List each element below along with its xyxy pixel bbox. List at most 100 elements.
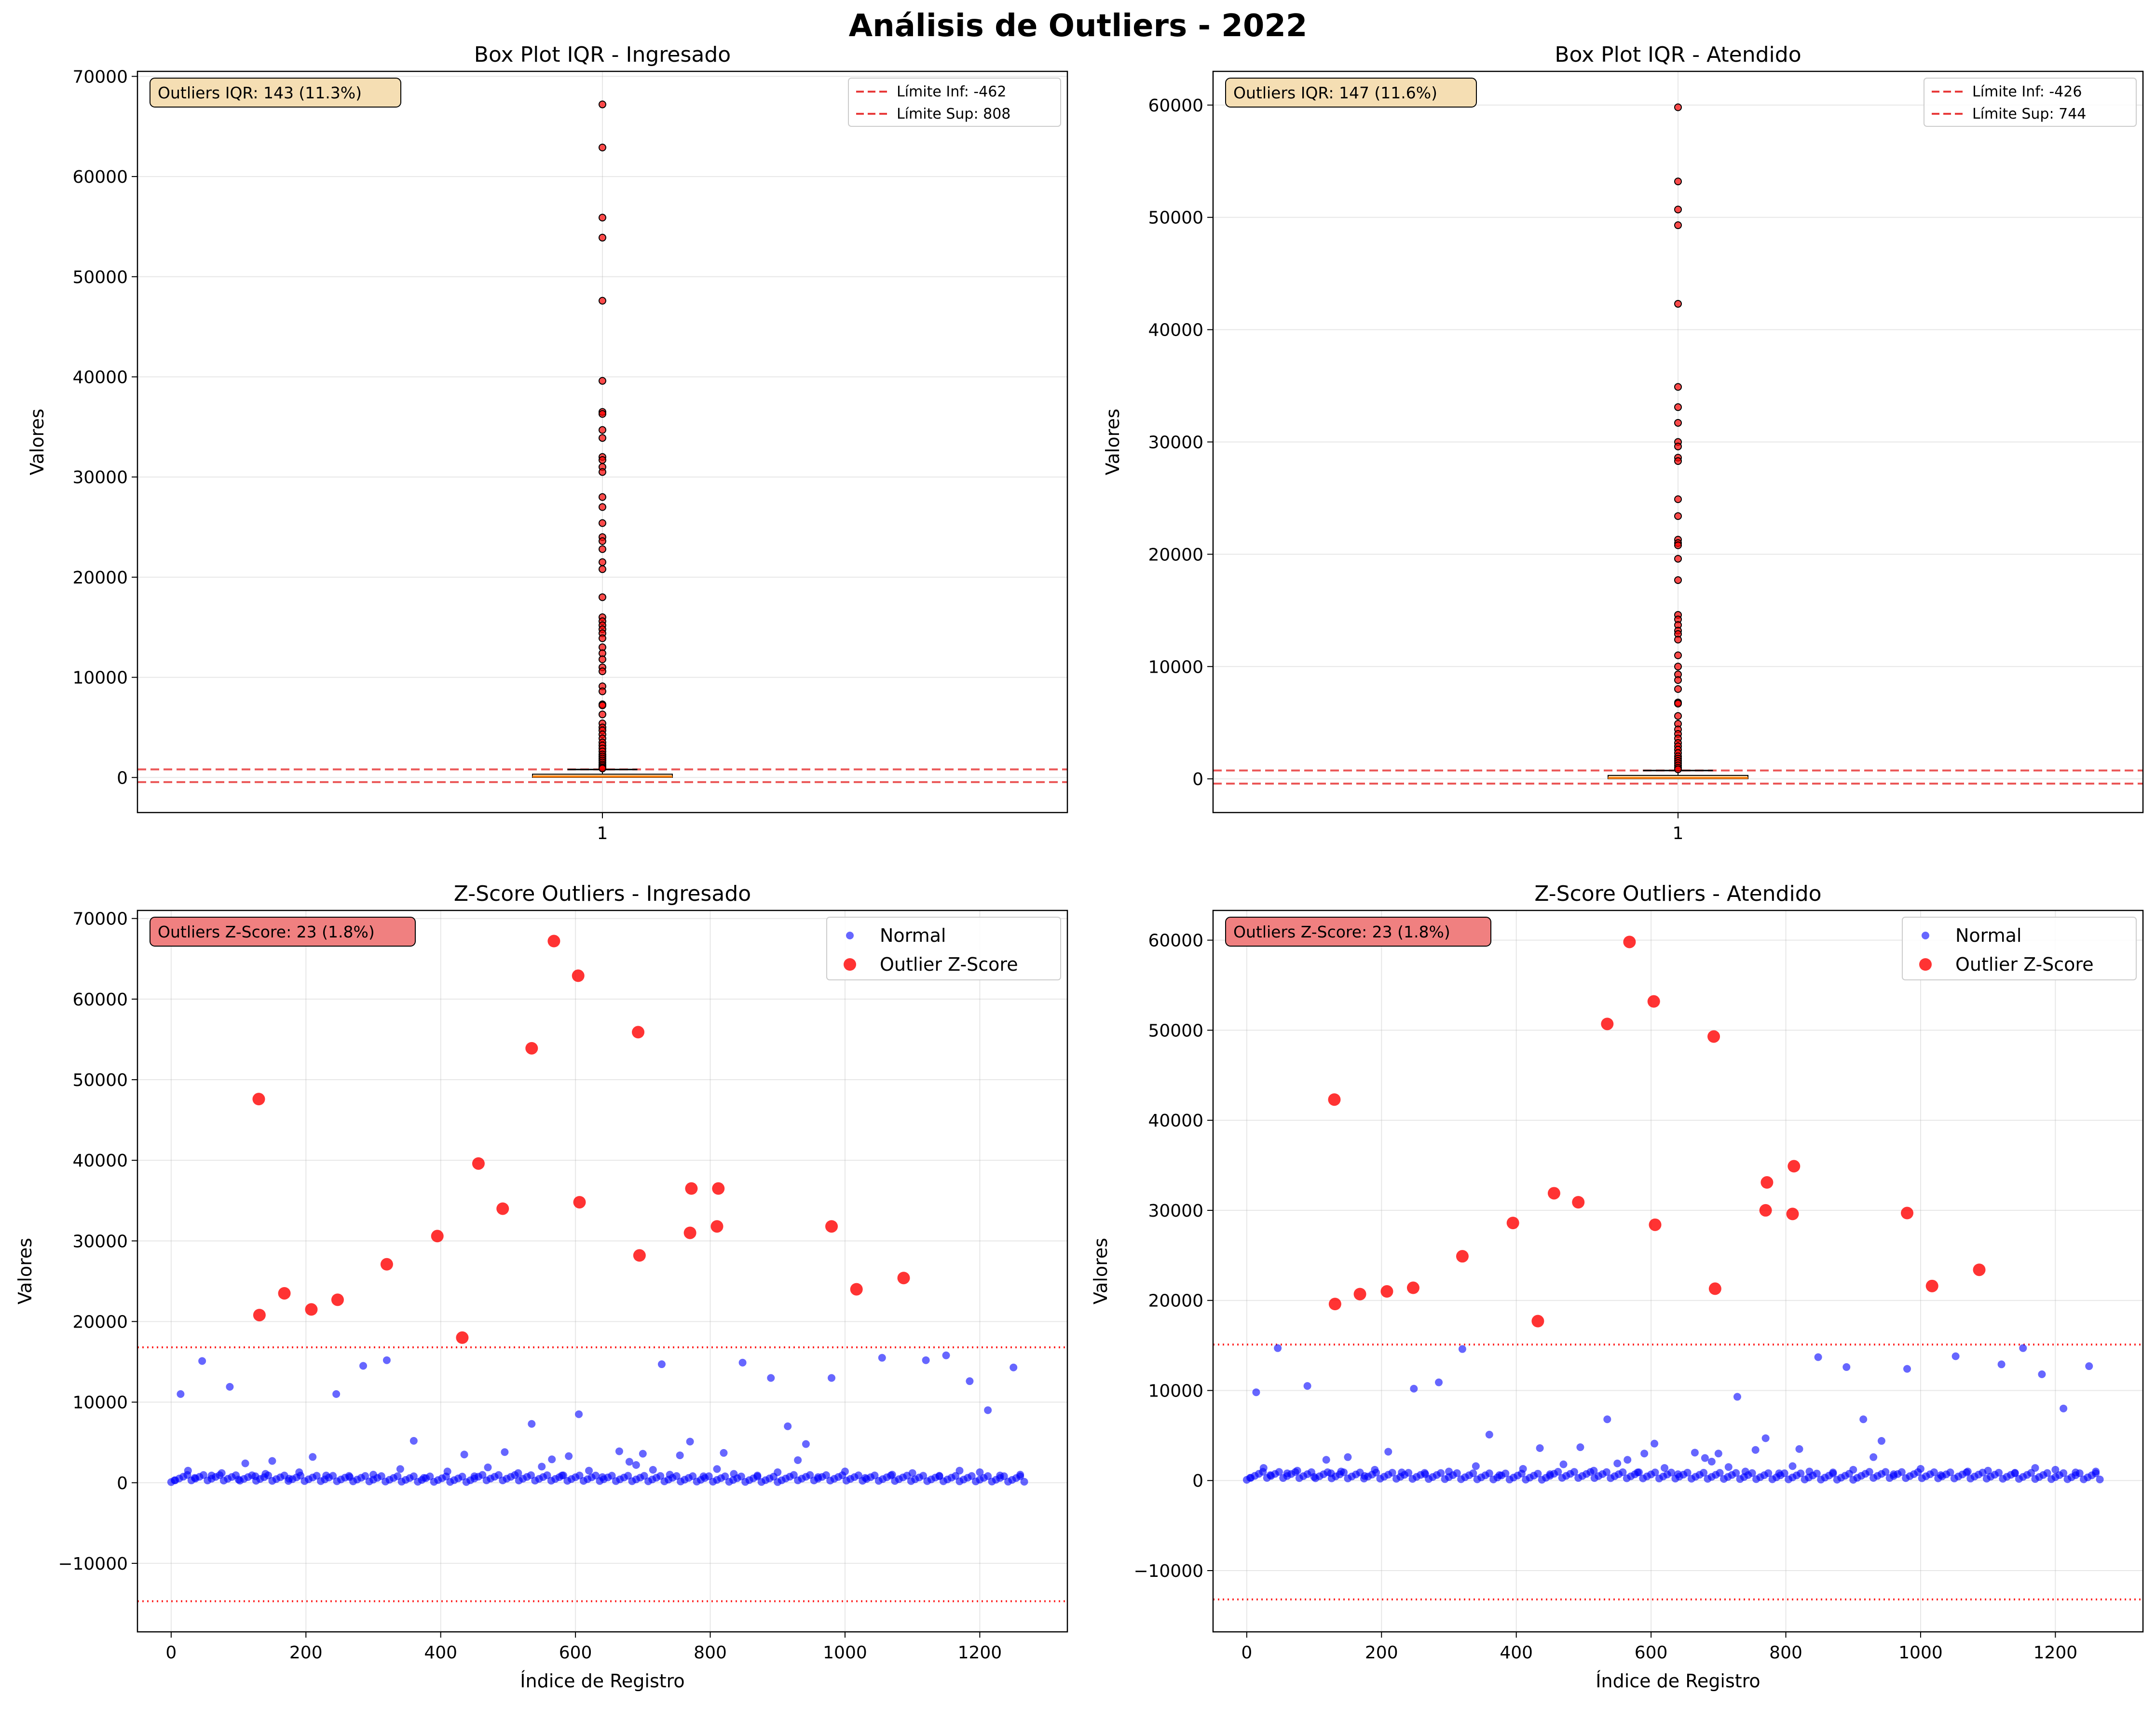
normal-point bbox=[420, 1474, 428, 1482]
outlier-point bbox=[1674, 555, 1682, 563]
normal-point bbox=[632, 1461, 640, 1469]
outlier-point bbox=[599, 687, 606, 695]
y-tick-label: 20000 bbox=[72, 1312, 128, 1332]
normal-point bbox=[1714, 1450, 1722, 1458]
x-tick-label: 1200 bbox=[2033, 1643, 2078, 1663]
normal-point bbox=[329, 1472, 337, 1480]
normal-point bbox=[1716, 1469, 1724, 1477]
normal-point bbox=[1797, 1469, 1805, 1478]
normal-point bbox=[1624, 1456, 1632, 1464]
outlier-point bbox=[1674, 663, 1682, 671]
zscore-outlier-point bbox=[1531, 1315, 1544, 1328]
normal-point bbox=[1435, 1378, 1443, 1386]
outlier-point bbox=[599, 519, 606, 527]
zscore-outlier-point bbox=[1623, 936, 1636, 949]
legend-entry: Normal bbox=[1955, 925, 2022, 946]
outlier-point bbox=[599, 701, 606, 709]
normal-point bbox=[460, 1451, 468, 1459]
normal-point bbox=[984, 1406, 992, 1414]
outlier-point bbox=[599, 100, 606, 109]
normal-point bbox=[2060, 1469, 2068, 1477]
normal-point bbox=[1501, 1469, 1510, 1478]
normal-point bbox=[640, 1472, 648, 1480]
normal-point bbox=[656, 1472, 665, 1480]
y-tick-label: 50000 bbox=[72, 268, 128, 287]
normal-point bbox=[575, 1410, 583, 1418]
outlier-point bbox=[599, 426, 606, 434]
normal-point bbox=[177, 1390, 185, 1398]
zscore-outlier-point bbox=[1925, 1279, 1938, 1292]
normal-point bbox=[1536, 1444, 1544, 1452]
zscore-outlier-point bbox=[1547, 1187, 1560, 1200]
normal-point bbox=[955, 1466, 964, 1475]
zscore-outlier-point bbox=[683, 1226, 696, 1239]
subplot-title: Box Plot IQR - Ingresado bbox=[474, 42, 731, 67]
x-tick-label: 1000 bbox=[823, 1643, 867, 1663]
normal-point bbox=[1274, 1344, 1282, 1352]
normal-point bbox=[1937, 1471, 1945, 1479]
normal-point bbox=[1458, 1345, 1466, 1353]
normal-point bbox=[1384, 1448, 1392, 1456]
outlier-point bbox=[599, 593, 606, 601]
y-tick-label: 30000 bbox=[1148, 433, 1203, 453]
y-axis-label: Valores bbox=[1102, 408, 1123, 475]
legend-entry: Límite Sup: 808 bbox=[897, 106, 1010, 122]
normal-point bbox=[396, 1465, 404, 1473]
normal-point bbox=[1619, 1468, 1627, 1476]
y-tick-label: 30000 bbox=[1148, 1201, 1203, 1221]
x-tick-label: 800 bbox=[1769, 1643, 1802, 1663]
normal-point bbox=[976, 1468, 984, 1477]
normal-point bbox=[1890, 1470, 1898, 1478]
normal-point bbox=[1010, 1363, 1018, 1371]
normal-point bbox=[713, 1465, 721, 1473]
normal-point bbox=[1780, 1469, 1788, 1478]
normal-point bbox=[1322, 1456, 1330, 1464]
normal-point bbox=[309, 1453, 317, 1461]
normal-point bbox=[676, 1451, 684, 1459]
legend-entry: Outlier Z-Score bbox=[1955, 954, 2094, 975]
normal-point bbox=[871, 1471, 879, 1479]
normal-point bbox=[1613, 1459, 1622, 1467]
chart-panel-1: Box Plot IQR - Ingresado 0 10000 20000 30000… bbox=[27, 42, 1068, 843]
legend-entry: Límite Inf: -426 bbox=[1972, 83, 2082, 100]
normal-point bbox=[666, 1471, 674, 1479]
normal-point bbox=[322, 1471, 330, 1479]
normal-point bbox=[1691, 1449, 1699, 1457]
y-tick-label: 20000 bbox=[1148, 545, 1203, 565]
normal-point bbox=[494, 1471, 503, 1479]
outlier-point bbox=[599, 214, 606, 222]
normal-point bbox=[1361, 1472, 1369, 1480]
normal-point bbox=[657, 1360, 666, 1369]
outlier-point bbox=[1674, 177, 1682, 186]
normal-point bbox=[585, 1466, 593, 1475]
outlier-point bbox=[599, 410, 606, 418]
normal-point bbox=[908, 1469, 916, 1477]
zscore-outlier-point bbox=[305, 1303, 318, 1316]
normal-point bbox=[774, 1468, 782, 1477]
outlier-point bbox=[599, 667, 606, 676]
legend-box bbox=[1902, 917, 2137, 980]
normal-point bbox=[218, 1469, 226, 1477]
zscore-outlier-point bbox=[1760, 1176, 1774, 1189]
normal-point bbox=[1020, 1478, 1028, 1486]
normal-point bbox=[1344, 1453, 1352, 1461]
x-tick-label: 1 bbox=[597, 824, 608, 843]
zscore-outlier-point bbox=[1456, 1250, 1469, 1263]
normal-point bbox=[1534, 1469, 1542, 1478]
normal-point bbox=[295, 1468, 303, 1477]
normal-point bbox=[592, 1471, 600, 1479]
y-tick-label: 0 bbox=[1192, 770, 1203, 789]
normal-point bbox=[268, 1457, 276, 1465]
outlier-point bbox=[1674, 676, 1682, 684]
outlier-point bbox=[1674, 457, 1682, 465]
normal-point bbox=[822, 1471, 830, 1479]
axes-frame bbox=[1212, 70, 2144, 814]
normal-point bbox=[1410, 1384, 1418, 1393]
normal-point bbox=[1602, 1468, 1610, 1476]
normal-point bbox=[409, 1472, 418, 1480]
y-tick-label: 60000 bbox=[72, 167, 128, 187]
normal-point bbox=[814, 1473, 822, 1481]
outlier-point bbox=[1674, 383, 1682, 391]
normal-point bbox=[2085, 1362, 2093, 1370]
normal-point bbox=[720, 1449, 728, 1457]
